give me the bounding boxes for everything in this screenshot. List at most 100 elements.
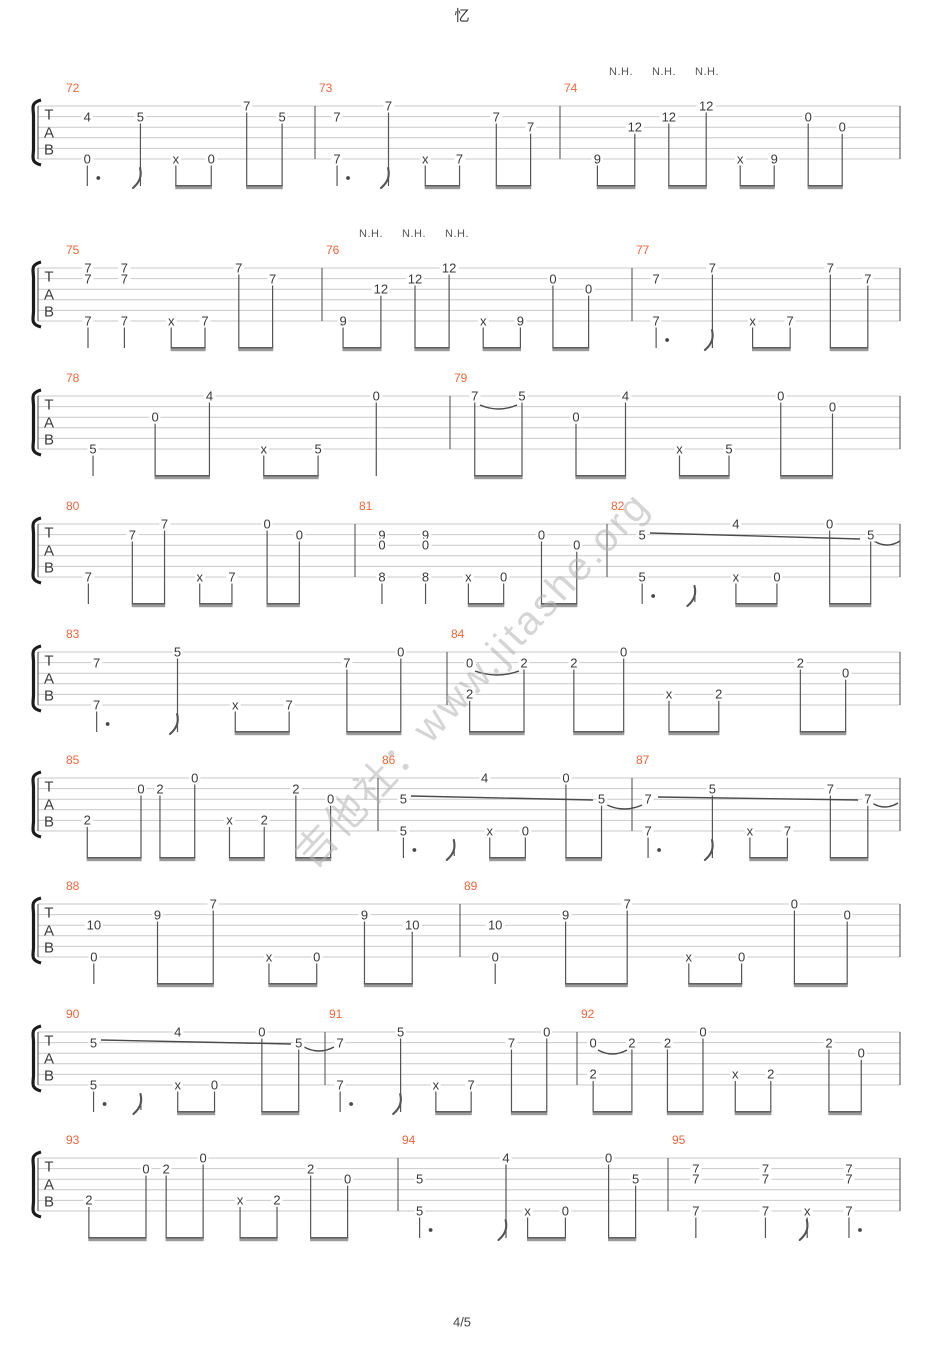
tab-note: 5 xyxy=(629,1171,642,1187)
measure-number: 84 xyxy=(451,627,465,641)
tab-clef-letter: T xyxy=(44,524,54,542)
tab-note: 0 xyxy=(826,399,839,415)
beam xyxy=(246,185,283,190)
beam xyxy=(489,857,526,859)
tab-note: 9 xyxy=(358,907,371,923)
tab-clef-letter: B xyxy=(43,939,55,957)
tab-note: 0 xyxy=(735,949,748,965)
tab-note: 9 xyxy=(151,907,164,923)
tab-note: 4 xyxy=(500,1150,512,1166)
tab-note: 8 xyxy=(376,569,388,585)
beam xyxy=(467,603,505,608)
beam xyxy=(474,475,523,477)
beam xyxy=(295,857,332,862)
tab-note: 7 xyxy=(824,781,836,797)
tab-note: 2 xyxy=(464,686,476,702)
tab-clef-letter: A xyxy=(43,922,55,939)
tab-note: 0 xyxy=(376,537,388,553)
tab-note: 0 xyxy=(541,1024,553,1040)
beam xyxy=(668,185,707,187)
eighth-flag xyxy=(445,838,456,862)
tab-note: 2 xyxy=(258,812,270,828)
tab-note: 0 xyxy=(135,781,147,797)
beam xyxy=(156,983,214,985)
tab-note: 7 xyxy=(784,313,796,329)
tab-clef-letter: B xyxy=(43,303,55,321)
tie-slur xyxy=(597,1049,628,1055)
tab-note: 7 xyxy=(690,1161,702,1177)
tab-clef-letter: A xyxy=(43,414,55,431)
tab-clef-letter: T xyxy=(44,106,54,124)
tab-note: 9 xyxy=(337,313,349,329)
beam xyxy=(346,731,402,733)
augmentation-dot xyxy=(657,848,661,852)
measure-number: 74 xyxy=(564,81,578,95)
dead-note-x: x xyxy=(744,823,756,839)
tab-note: 0 xyxy=(324,791,337,807)
beam xyxy=(688,983,743,985)
dead-note-x: x xyxy=(430,1077,442,1093)
dead-note-x: x xyxy=(663,686,675,702)
tab-note: 2 xyxy=(661,1035,674,1051)
beam xyxy=(467,603,505,605)
tie-slur xyxy=(474,670,520,676)
slide-line xyxy=(100,1039,292,1045)
tab-note: 2 xyxy=(271,1192,283,1208)
tab-note: 0 xyxy=(841,907,853,923)
tab-note: 0 xyxy=(189,770,201,786)
tab-note: 7 xyxy=(759,1203,772,1219)
tab-clef-letter: T xyxy=(44,778,54,796)
tab-note: 0 xyxy=(560,770,572,786)
tab-note: 7 xyxy=(642,791,654,807)
beam xyxy=(268,983,318,985)
system-bracket xyxy=(31,770,42,839)
tab-note: 0 xyxy=(261,516,273,532)
eighth-flag xyxy=(497,1218,508,1242)
dead-note-x: x xyxy=(522,1203,533,1219)
tab-note: 7 xyxy=(759,1161,772,1177)
tab-note: 4 xyxy=(203,388,216,404)
beam xyxy=(154,475,211,480)
beam xyxy=(573,731,625,736)
tab-note: 12 xyxy=(659,109,679,125)
tab-note: 7 xyxy=(126,527,138,543)
beam xyxy=(735,603,778,608)
tab-note: 7 xyxy=(862,271,874,287)
augmentation-dot xyxy=(102,1102,107,1106)
beam xyxy=(424,185,461,187)
beam xyxy=(749,857,789,862)
dead-note-x: x xyxy=(801,1203,813,1219)
tab-note: 0 xyxy=(293,527,305,543)
tab-note: 5 xyxy=(171,644,184,660)
beam xyxy=(495,185,532,190)
beam xyxy=(175,185,212,187)
tab-note: 7 xyxy=(91,697,103,713)
tab-note: 7 xyxy=(82,313,94,329)
dead-note-x: x xyxy=(463,569,474,585)
tie-slur xyxy=(479,404,518,410)
beam xyxy=(527,1237,566,1239)
tab-note: 7 xyxy=(843,1203,855,1219)
beam xyxy=(228,857,265,859)
eighth-flag xyxy=(132,1092,143,1116)
beam xyxy=(177,1111,216,1116)
beam xyxy=(799,731,847,736)
tab-note: 7 xyxy=(82,569,94,585)
tab-note: 5 xyxy=(394,1024,407,1040)
tab-note: 0 xyxy=(855,1045,867,1061)
system-bracket xyxy=(31,1024,42,1093)
tab-note: 12 xyxy=(371,281,391,297)
beam xyxy=(592,1111,633,1116)
tab-note: 7 xyxy=(524,119,537,135)
beam xyxy=(131,603,166,605)
harmonic-label: N.H. xyxy=(695,66,719,78)
tab-note: 0 xyxy=(547,271,559,287)
beam xyxy=(154,475,211,477)
tab-clef-letter: A xyxy=(43,670,55,687)
tab-note: 7 xyxy=(118,313,131,329)
beam xyxy=(170,347,206,352)
tab-note: 5 xyxy=(87,1077,100,1093)
tab-clef-letter: A xyxy=(43,124,55,141)
beam xyxy=(666,1111,704,1113)
dead-note-x: x xyxy=(170,151,182,167)
